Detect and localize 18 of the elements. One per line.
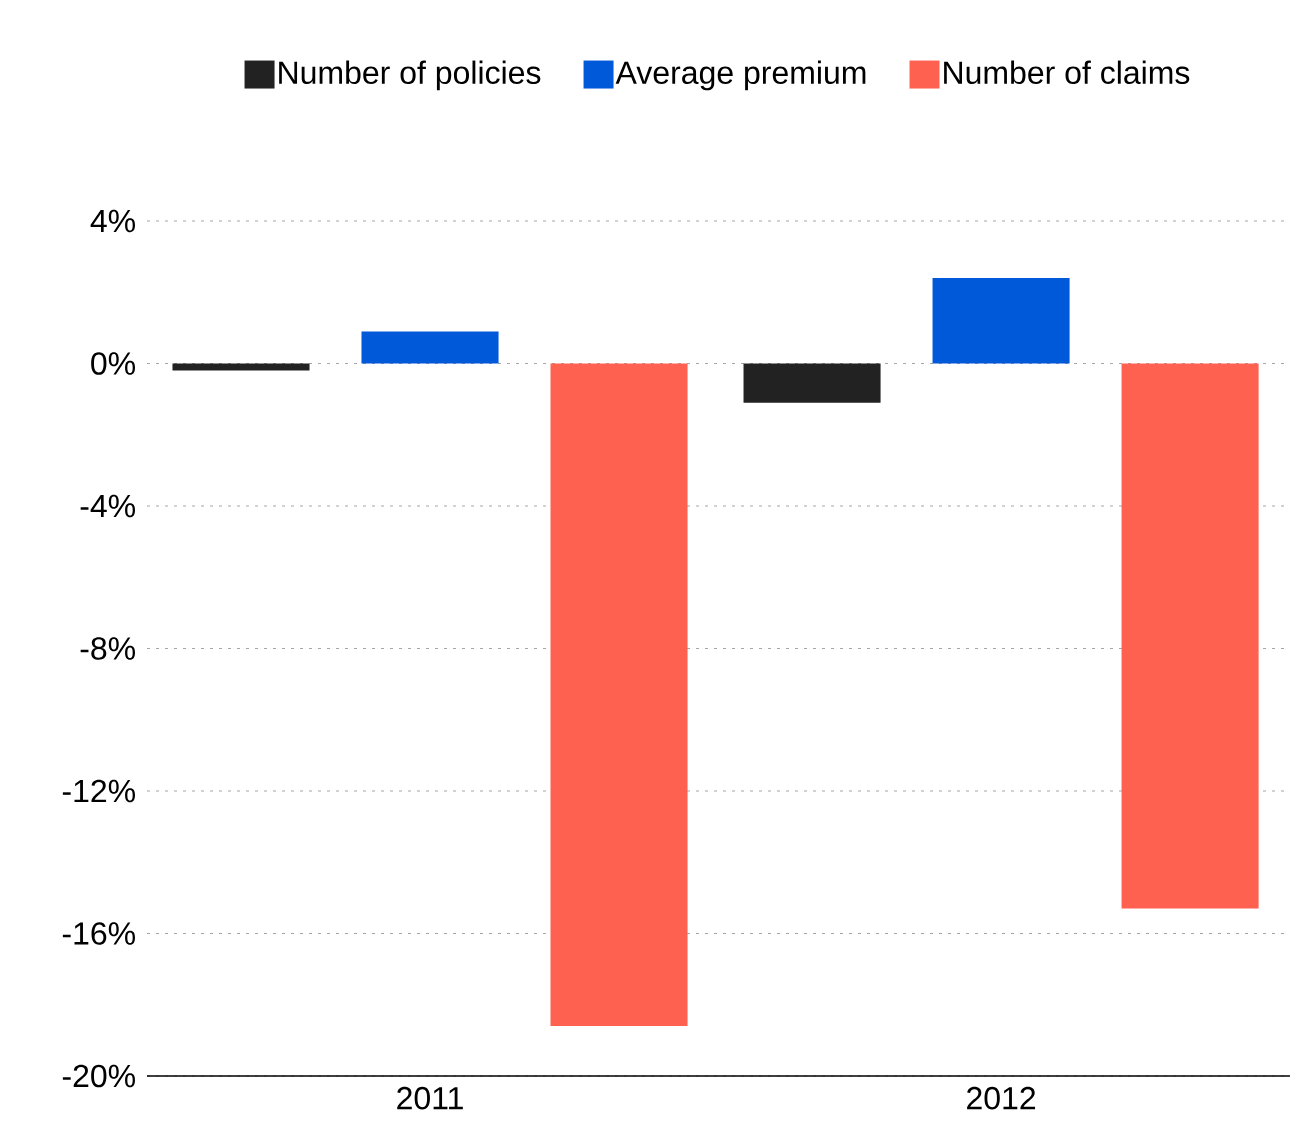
legend-label: Number of policies (279, 60, 541, 91)
legend-label: Average premium (615, 60, 866, 91)
bar (1121, 363, 1259, 909)
bar (172, 363, 310, 371)
y-tick-label: 4% (90, 209, 135, 233)
y-tick-label: -16% (62, 922, 135, 945)
legend-label: Number of claims (944, 60, 1190, 85)
x-tick-label: 2012 (967, 1086, 1036, 1110)
y-tick-label: -12% (62, 779, 135, 803)
y-tick-label: -20% (62, 1064, 135, 1088)
y-tick-label: -4% (80, 494, 135, 518)
y-tick-label: -8% (80, 637, 135, 660)
bar (550, 363, 688, 1027)
bar (932, 277, 1070, 364)
bar (361, 331, 499, 364)
x-tick-label: 2011 (397, 1086, 463, 1110)
y-tick-label: 0% (91, 352, 135, 375)
bar (743, 363, 881, 403)
